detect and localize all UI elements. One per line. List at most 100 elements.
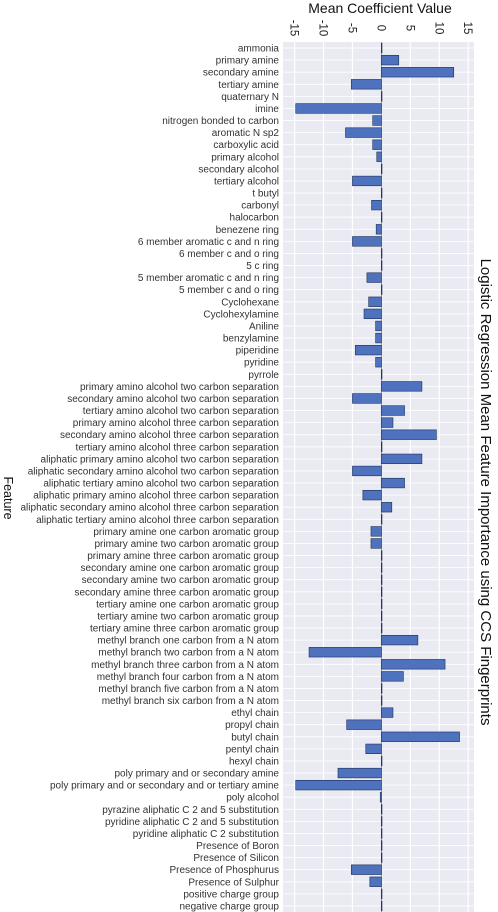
category-label: imine bbox=[255, 104, 279, 115]
category-label: propyl chain bbox=[225, 720, 279, 731]
bar bbox=[381, 828, 383, 839]
bar bbox=[381, 610, 383, 622]
category-label: pyridine aliphatic C 2 substitution bbox=[133, 829, 279, 840]
bar bbox=[368, 296, 382, 307]
bar bbox=[352, 465, 382, 477]
category-label: pyrrole bbox=[248, 370, 279, 381]
category-label: tertiary amine two carbon aromatic group bbox=[97, 611, 279, 622]
bar bbox=[352, 236, 382, 247]
bar bbox=[381, 900, 383, 912]
x-tick-label: 0 bbox=[374, 25, 386, 31]
bar bbox=[337, 767, 382, 779]
category-label: hexyl chain bbox=[229, 756, 279, 767]
bar bbox=[308, 647, 382, 658]
bar bbox=[381, 695, 383, 706]
x-tick-label: -5 bbox=[345, 23, 357, 33]
category-label: aliphatic secondary amino alcohol three … bbox=[21, 503, 280, 514]
category-label: tertiary amine bbox=[218, 80, 279, 91]
category-label: halocarbon bbox=[230, 213, 279, 224]
x-tick-label: 5 bbox=[403, 25, 415, 31]
bar bbox=[375, 320, 382, 332]
bar bbox=[350, 79, 382, 90]
bar bbox=[381, 417, 394, 428]
category-label: primary alcohol bbox=[211, 152, 279, 163]
bar bbox=[381, 212, 383, 223]
bar bbox=[375, 224, 382, 235]
bar bbox=[371, 199, 382, 211]
category-label: primary amino alcohol three carbon separ… bbox=[73, 418, 279, 429]
bar bbox=[381, 248, 383, 259]
chart-title: Logistic Regression Mean Feature Importa… bbox=[477, 259, 494, 726]
category-label: aliphatic primary amino alcohol two carb… bbox=[41, 454, 279, 465]
category-label: 5 c ring bbox=[246, 261, 279, 272]
bar bbox=[381, 731, 460, 742]
x-tick-label: 10 bbox=[432, 22, 444, 35]
category-label: poly primary and or secondary and or ter… bbox=[50, 781, 279, 792]
bar bbox=[381, 816, 383, 827]
category-label: primary amine bbox=[216, 56, 280, 67]
bar bbox=[381, 67, 455, 78]
bar bbox=[381, 634, 419, 646]
category-label: poly primary and or secondary amine bbox=[114, 769, 279, 780]
bar bbox=[345, 127, 382, 138]
bar bbox=[381, 381, 423, 392]
category-label: secondary amine one carbon aromatic grou… bbox=[81, 563, 280, 574]
bar bbox=[362, 489, 382, 501]
bar bbox=[381, 284, 383, 295]
category-label: secondary alcohol bbox=[198, 164, 279, 175]
category-label: piperidine bbox=[236, 346, 280, 357]
bar bbox=[375, 357, 382, 368]
category-label: 6 member c and o ring bbox=[179, 249, 279, 260]
bar bbox=[350, 864, 382, 875]
category-label: tertiary amino alcohol two carbon separa… bbox=[83, 406, 279, 417]
bar bbox=[381, 562, 383, 573]
bar bbox=[381, 260, 383, 271]
bar bbox=[381, 622, 383, 634]
bar bbox=[381, 514, 383, 525]
category-label: pyridine bbox=[244, 358, 279, 369]
category-label: Presence of Phosphurus bbox=[169, 865, 279, 876]
bar bbox=[381, 852, 383, 863]
bar bbox=[379, 792, 382, 803]
category-label: 6 member aromatic c and n ring bbox=[138, 237, 279, 248]
category-label: 5 member c and o ring bbox=[179, 285, 279, 296]
bar bbox=[381, 755, 383, 767]
x-tick-label: -10 bbox=[317, 20, 329, 37]
bar bbox=[376, 151, 382, 162]
bar bbox=[381, 163, 383, 175]
bar bbox=[381, 54, 400, 66]
bar bbox=[381, 405, 405, 416]
bar bbox=[381, 804, 383, 815]
category-label: Cyclohexylamine bbox=[203, 309, 279, 320]
category-label: benezene ring bbox=[216, 225, 279, 236]
category-label: aliphatic tertiary amino alcohol three c… bbox=[36, 515, 279, 526]
category-label: Presence of Sulphur bbox=[188, 877, 279, 888]
bar bbox=[381, 502, 393, 513]
bar bbox=[355, 344, 382, 356]
bar bbox=[381, 91, 383, 102]
category-label: primary amine two carbon aromatic group bbox=[94, 539, 279, 550]
bar bbox=[372, 115, 382, 126]
plot-area bbox=[283, 42, 474, 912]
category-label: tertiary amino alcohol three carbon sepa… bbox=[76, 442, 279, 453]
category-label: Presence of Silicon bbox=[193, 853, 279, 864]
category-label: aliphatic tertiary amino alcohol two car… bbox=[43, 479, 279, 490]
bar bbox=[375, 332, 382, 344]
category-label: methyl branch five carbon from a N atom bbox=[98, 684, 279, 695]
category-label: quaternary N bbox=[221, 92, 279, 103]
bar bbox=[381, 42, 383, 54]
category-label: pyrazine aliphatic C 2 and 5 substitutio… bbox=[102, 805, 279, 816]
bar bbox=[381, 477, 405, 489]
category-label: aliphatic secondary amino alcohol two ca… bbox=[28, 466, 279, 477]
bar bbox=[366, 272, 382, 283]
x-tick-labels: -15 -10 -5 0 5 10 15 bbox=[288, 20, 474, 37]
bar bbox=[369, 876, 382, 887]
category-label: ammonia bbox=[238, 44, 280, 55]
bars bbox=[295, 42, 460, 912]
bar bbox=[381, 659, 446, 670]
category-label: secondary amino alcohol three carbon sep… bbox=[60, 430, 279, 441]
category-label: butyl chain bbox=[231, 732, 279, 743]
category-label: secondary amine two carbon aromatic grou… bbox=[82, 575, 280, 586]
